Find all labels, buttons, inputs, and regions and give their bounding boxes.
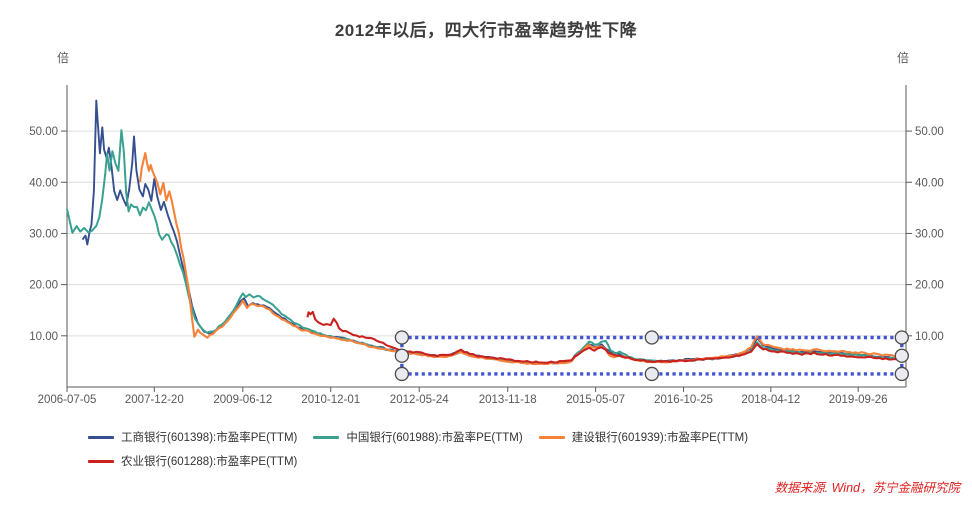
y-axis-label-left: 10.00: [29, 331, 58, 343]
legend-item-abc[interactable]: 农业银行(601288):市盈率PE(TTM): [88, 453, 297, 469]
x-axis-label: 2013-11-18: [479, 394, 537, 406]
legend-item-icbc[interactable]: 工商银行(601398):市盈率PE(TTM): [88, 429, 297, 445]
y-axis-label-right: 30.00: [915, 228, 944, 240]
x-axis-label: 2012-05-24: [390, 394, 449, 406]
y-axis-label-right: 10.00: [915, 331, 944, 343]
annotation-resize-handle[interactable]: [644, 366, 659, 382]
x-axis-label: 2016-10-25: [654, 394, 713, 406]
legend-label: 中国银行(601988):市盈率PE(TTM): [346, 432, 523, 444]
annotation-resize-handle[interactable]: [394, 366, 410, 382]
y-axis-label-right: 20.00: [915, 280, 944, 292]
series-line-0: [81, 99, 906, 365]
legend-line-marker: [88, 459, 114, 463]
annotation-resize-handle[interactable]: [394, 348, 410, 363]
annotation-resize-handle[interactable]: [644, 330, 659, 345]
x-axis-label: 2009-06-12: [213, 394, 272, 406]
y-axis-label-left: 50.00: [29, 126, 58, 138]
annotation-resize-handle[interactable]: [894, 366, 909, 382]
y-axis-label-left: 40.00: [29, 177, 58, 189]
chart-title: 2012年以后，四大行市盈率趋势性下降: [334, 21, 638, 40]
legend-line-marker: [538, 435, 565, 439]
x-axis-label: 2015-05-07: [566, 394, 625, 406]
x-axis-label: 2010-12-01: [301, 394, 360, 406]
y-axis-label-right: 40.00: [915, 177, 944, 189]
annotation-resize-handle[interactable]: [394, 330, 410, 345]
legend-item-ccb[interactable]: 建设银行(601939):市盈率PE(TTM): [538, 429, 749, 445]
series-line-2: [138, 151, 907, 366]
annotation-resize-handle[interactable]: [894, 348, 909, 363]
y-axis-label-right: 50.00: [915, 126, 944, 138]
y-axis-unit-right: 倍: [897, 50, 909, 65]
legend-line-marker: [88, 435, 114, 439]
legend-line-marker: [313, 435, 340, 439]
data-source-note: 数据来源. Wind，苏宁金融研究院: [774, 481, 960, 495]
legend-label: 农业银行(601288):市盈率PE(TTM): [121, 456, 298, 468]
x-axis-label: 2007-12-20: [125, 394, 184, 406]
legend-item-boc[interactable]: 中国银行(601988):市盈率PE(TTM): [313, 429, 523, 445]
y-axis-label-left: 30.00: [29, 228, 58, 240]
y-axis-label-left: 20.00: [29, 280, 58, 292]
legend-row-2: 农业银行(601288):市盈率PE(TTM): [88, 453, 297, 469]
legend-label: 工商银行(601398):市盈率PE(TTM): [121, 432, 298, 444]
y-axis-unit-left: 倍: [57, 50, 69, 65]
legend: 工商银行(601398):市盈率PE(TTM) 中国银行(601988):市盈率…: [88, 429, 748, 445]
x-axis-label: 2019-09-26: [829, 394, 888, 406]
legend-label: 建设银行(601939):市盈率PE(TTM): [571, 432, 749, 444]
annotation-resize-handle[interactable]: [894, 330, 909, 345]
x-axis-label: 2006-07-05: [38, 394, 97, 406]
x-axis-label: 2018-04-12: [741, 394, 800, 406]
